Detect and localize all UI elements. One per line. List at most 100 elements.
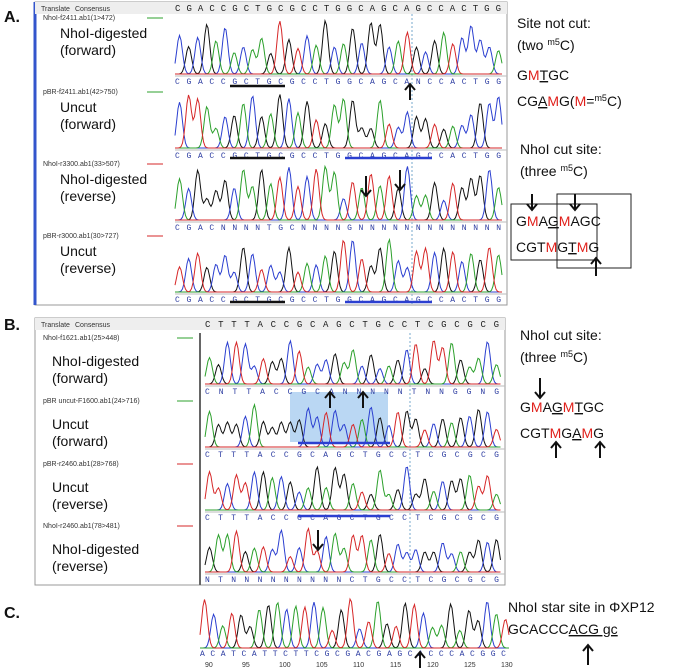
arrow-head <box>569 203 581 212</box>
note-text: (two m5C) <box>517 37 575 53</box>
note-text: GCACCCACG gc <box>508 621 618 637</box>
text-part: GC <box>548 67 569 83</box>
arrow-head <box>394 183 406 192</box>
header-text: Consensus <box>75 6 111 13</box>
file-name: NhoI-f2411.ab1(1>472) <box>43 15 115 22</box>
note-text: GMAGMAGC <box>516 213 601 229</box>
text-part: G( <box>559 93 575 109</box>
note-text: CGAMG(M=m5C) <box>517 93 622 109</box>
text-part: M <box>559 213 571 229</box>
text-part: C) <box>573 349 588 365</box>
sample-label: (reverse) <box>60 188 116 204</box>
arrow-head <box>534 391 546 400</box>
text-part: M <box>527 213 539 229</box>
file-name: pBR-r2460.ab1(28>768) <box>43 461 119 468</box>
position-label: 130 <box>501 662 513 669</box>
text-part: G <box>516 213 527 229</box>
header-bar <box>35 318 505 330</box>
header-bar <box>35 2 507 14</box>
arrow-head <box>414 650 426 659</box>
chromatogram-trace <box>175 94 502 149</box>
chromatogram-trace <box>200 601 509 649</box>
base-calls: CTTTACCGCAGCTGCCTCGCGCG <box>205 451 499 460</box>
sample-label: (reverse) <box>52 496 108 512</box>
text-part: GC <box>583 399 604 415</box>
base-calls: CGACCGCTGCGCCTGGCAGCAGCCACTGG <box>175 296 501 305</box>
text-part: T <box>574 399 583 415</box>
sample-label: (reverse) <box>52 558 108 574</box>
header-text: Consensus <box>75 322 111 329</box>
file-name: NhoI-r2460.ab1(78>481) <box>43 523 120 530</box>
text-part: NhoI cut site: <box>520 141 602 157</box>
chromatogram-trace <box>175 237 503 293</box>
text-part: T <box>568 239 577 255</box>
text-part: G <box>588 239 599 255</box>
text-part: M <box>581 425 593 441</box>
text-part: G <box>557 239 568 255</box>
text-part: G <box>517 67 528 83</box>
text-part: M <box>528 67 540 83</box>
text-part: G <box>548 213 559 229</box>
chromatogram-trace <box>175 240 502 293</box>
position-label: 100 <box>279 662 291 669</box>
text-part: G <box>552 399 563 415</box>
chromatogram-trace <box>204 402 501 448</box>
position-label: 115 <box>390 662 401 669</box>
note-text: Site not cut: <box>517 15 591 31</box>
sample-label: Uncut <box>52 479 89 495</box>
chromatogram-trace <box>205 340 501 385</box>
base-calls: ACATCATTCTTCGCGACGAGCACCCACGGC <box>200 650 506 659</box>
sample-label: NhoI-digested <box>60 25 147 41</box>
sample-label: Uncut <box>60 99 97 115</box>
panel-label: B. <box>4 317 20 334</box>
text-part: m5 <box>560 349 573 359</box>
base-calls: CGACCGCTGCGCCTGGCAGCANCCACTGG <box>175 78 501 87</box>
base-calls: NTNNNNNNNNNCTGCCTCGCGCG <box>205 576 499 585</box>
sample-label: NhoI-digested <box>60 171 147 187</box>
position-label: 90 <box>205 662 213 669</box>
sample-label: (forward) <box>52 370 108 386</box>
text-part: T <box>540 67 549 83</box>
note-text: CGTMGTMG <box>516 239 599 255</box>
chromatogram-trace <box>205 466 501 511</box>
chromatogram-trace <box>174 25 502 75</box>
text-part: M <box>546 239 558 255</box>
text-part: G <box>561 425 572 441</box>
note-text: NhoI cut site: <box>520 141 602 157</box>
arrow-head <box>324 390 336 399</box>
text-part: m5 <box>594 93 607 103</box>
consensus: CTTTACCGCAGCTGCCTCGCGCG <box>205 320 499 330</box>
base-calls: CGACCGCTGCGCCTGGCAGCAGCCACTGG <box>175 152 501 161</box>
text-part: M <box>563 399 575 415</box>
chromatogram-trace <box>175 168 502 221</box>
text-part: = <box>586 93 594 109</box>
sample-label: Uncut <box>52 416 89 432</box>
sample-label: NhoI-digested <box>52 541 139 557</box>
text-part: AGC <box>570 213 600 229</box>
note-text: NhoI cut site: <box>520 327 602 343</box>
text-part: M <box>575 93 587 109</box>
file-name: NhoI-f1621.ab1(25>448) <box>43 335 119 342</box>
sample-label: Uncut <box>60 243 97 259</box>
text-part: ACG gc <box>569 621 618 637</box>
file-name: pBR uncut-F1600.ab1(24>716) <box>43 398 140 405</box>
panel-label: C. <box>4 605 20 622</box>
chromatogram-trace <box>199 597 510 649</box>
chromatogram-trace <box>204 469 501 511</box>
text-part: M <box>531 399 543 415</box>
consensus: CGACCGCTGCGCCTGGCAGCAGCCACTGG <box>175 4 501 14</box>
note-text: GMAGMTGC <box>520 399 604 415</box>
chromatogram-trace <box>175 97 502 149</box>
text-part: (three <box>520 163 560 179</box>
arrow-head <box>526 203 538 212</box>
sample-label: (forward) <box>60 116 116 132</box>
text-part: A <box>539 213 549 229</box>
chromatogram-trace <box>205 469 501 511</box>
position-label: 95 <box>242 662 250 669</box>
position-label: 125 <box>464 662 476 669</box>
note-text: GMTGC <box>517 67 569 83</box>
note-text: (three m5C) <box>520 349 588 365</box>
text-part: GCACCC <box>508 621 569 637</box>
sample-label: (forward) <box>52 433 108 449</box>
